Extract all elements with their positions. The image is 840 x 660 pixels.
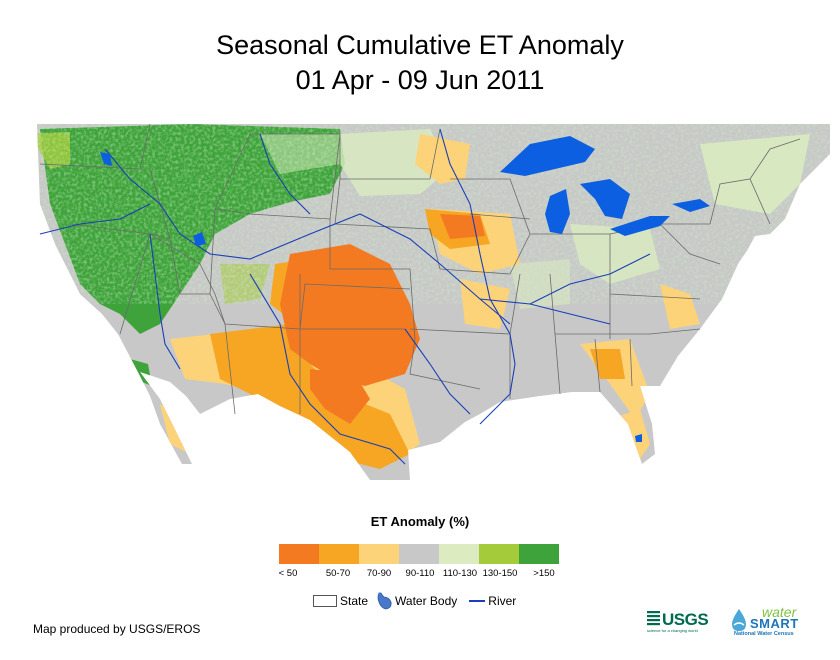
lake-erie: [610, 216, 670, 236]
legend-swatch-lt50: [279, 544, 319, 564]
water-wordmark: water: [762, 604, 797, 620]
water-body-icon: [377, 592, 392, 610]
legend-swatch-50-70: [319, 544, 359, 564]
legend-label: 130-150: [482, 568, 518, 579]
usgs-wordmark: USGS: [662, 610, 709, 629]
census-tagline: National Water Census: [734, 631, 794, 637]
legend-swatch-70-90: [359, 544, 399, 564]
lake-michigan: [545, 189, 570, 234]
legend-title: ET Anomaly (%): [370, 514, 470, 529]
anomaly-layer: [10, 124, 830, 480]
usgs-tagline: science for a changing world: [647, 628, 698, 633]
state-symbol-icon: [313, 595, 337, 607]
map-date-range: 01 Apr - 09 Jun 2011: [295, 65, 545, 95]
map-title: Seasonal Cumulative ET Anomaly: [216, 30, 624, 60]
rivers: [39, 128, 651, 465]
legend-swatch-110-130: [439, 544, 479, 564]
great-salt-lake: [193, 232, 206, 246]
legend-label: < 50: [278, 568, 298, 579]
river-label: River: [488, 594, 517, 608]
map-credit: Map produced by USGS/EROS: [33, 622, 201, 636]
anomaly-very-low-zone: [210, 209, 625, 469]
water-bodies: [100, 136, 710, 442]
legend-label: 50-70: [325, 568, 351, 579]
smart-wordmark: SMART: [750, 616, 799, 631]
water-body-label: Water Body: [395, 594, 458, 608]
lake-superior: [500, 136, 595, 176]
lake-huron: [580, 179, 630, 219]
river-icon: [469, 600, 486, 602]
lake-okeechobee: [635, 434, 642, 442]
anomaly-extreme-low-zone: [280, 214, 485, 424]
legend-swatch-130-150: [479, 544, 519, 564]
legend-label: 110-130: [442, 568, 478, 579]
legend-swatches: [279, 544, 559, 564]
legend-label: 70-90: [366, 568, 392, 579]
legend-label: >150: [533, 568, 555, 579]
water-drop-icon: [732, 609, 746, 631]
legend-swatch-gt150: [519, 544, 559, 564]
lake-ontario: [672, 199, 710, 212]
legend-symbols: State Water Body River: [313, 592, 516, 610]
et-anomaly-map: [10, 124, 830, 480]
legend-swatch-90-110: [399, 544, 439, 564]
legend-label: 90-110: [405, 568, 435, 579]
state-symbol-label: State: [340, 594, 369, 608]
usgs-logo: USGS science for a changing world: [647, 608, 727, 641]
